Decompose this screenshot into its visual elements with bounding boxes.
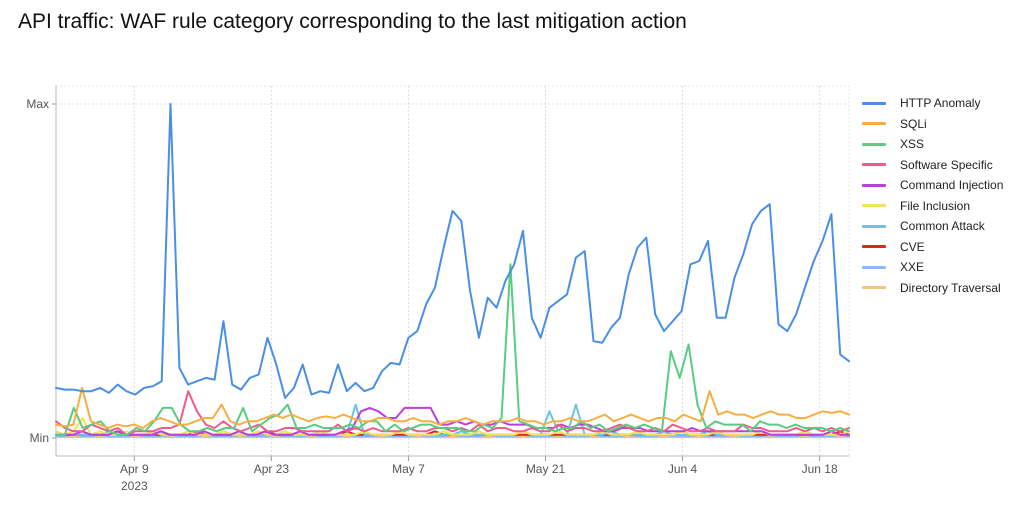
legend-item-xss[interactable]: XSS (862, 134, 1003, 155)
legend-swatch (862, 286, 886, 290)
legend-label: SQLi (900, 116, 927, 131)
legend-swatch (862, 224, 886, 228)
series-line-common-attack[interactable] (55, 403, 850, 436)
x-tick-label: Apr 23 (254, 462, 290, 476)
legend-item-xxe[interactable]: XXE (862, 257, 1003, 278)
legend-item-directory-traversal[interactable]: Directory Traversal (862, 278, 1003, 299)
legend-swatch (862, 142, 886, 146)
series-line-xss[interactable] (55, 263, 850, 436)
legend-label: File Inclusion (900, 198, 971, 213)
legend-label: Software Specific (900, 157, 993, 172)
axes (52, 86, 849, 461)
legend-item-file-inclusion[interactable]: File Inclusion (862, 196, 1003, 217)
legend: HTTP Anomaly SQLi XSS Software Specific Comm… (862, 93, 1003, 298)
legend-swatch (862, 163, 886, 167)
legend-item-sqli[interactable]: SQLi (862, 114, 1003, 135)
legend-swatch (862, 245, 886, 249)
legend-label: HTTP Anomaly (900, 96, 981, 111)
legend-item-common-attack[interactable]: Common Attack (862, 216, 1003, 237)
series-line-software-specific[interactable] (55, 390, 850, 436)
legend-swatch (862, 122, 886, 126)
x-tick-label: May 7 (392, 462, 425, 476)
legend-label: XSS (900, 137, 925, 152)
legend-swatch (862, 204, 886, 208)
tick-labels: Max Min Apr 9 2023 Apr 23 May 7 May 21 Jun 4 Jun… (26, 97, 838, 493)
legend-swatch (862, 101, 886, 105)
legend-label: Command Injection (900, 178, 1004, 193)
x-tick-sublabel: 2023 (121, 479, 148, 493)
y-tick-label: Min (30, 431, 49, 445)
plot-frame (55, 85, 850, 457)
x-tick-label: May 21 (526, 462, 566, 476)
legend-item-software-specific[interactable]: Software Specific (862, 155, 1003, 176)
legend-label: Common Attack (900, 219, 985, 234)
y-tick-label: Max (26, 97, 49, 111)
chart-title: API traffic: WAF rule category correspon… (18, 10, 687, 33)
x-tick-label: Jun 18 (802, 462, 838, 476)
legend-item-http-anomaly[interactable]: HTTP Anomaly (862, 93, 1003, 114)
legend-label: XXE (900, 260, 925, 275)
grid-lines (55, 85, 850, 457)
legend-swatch (862, 183, 886, 187)
x-tick-label: Jun 4 (668, 462, 698, 476)
x-tick-label: Apr 9 (120, 462, 149, 476)
legend-swatch (862, 265, 886, 269)
series-lines (55, 103, 850, 438)
series-line-sqli[interactable] (55, 386, 850, 429)
legend-label: Directory Traversal (900, 280, 1001, 295)
legend-item-cve[interactable]: CVE (862, 237, 1003, 258)
legend-label: CVE (900, 239, 925, 254)
legend-item-command-injection[interactable]: Command Injection (862, 175, 1003, 196)
series-line-http-anomaly[interactable] (55, 103, 850, 399)
